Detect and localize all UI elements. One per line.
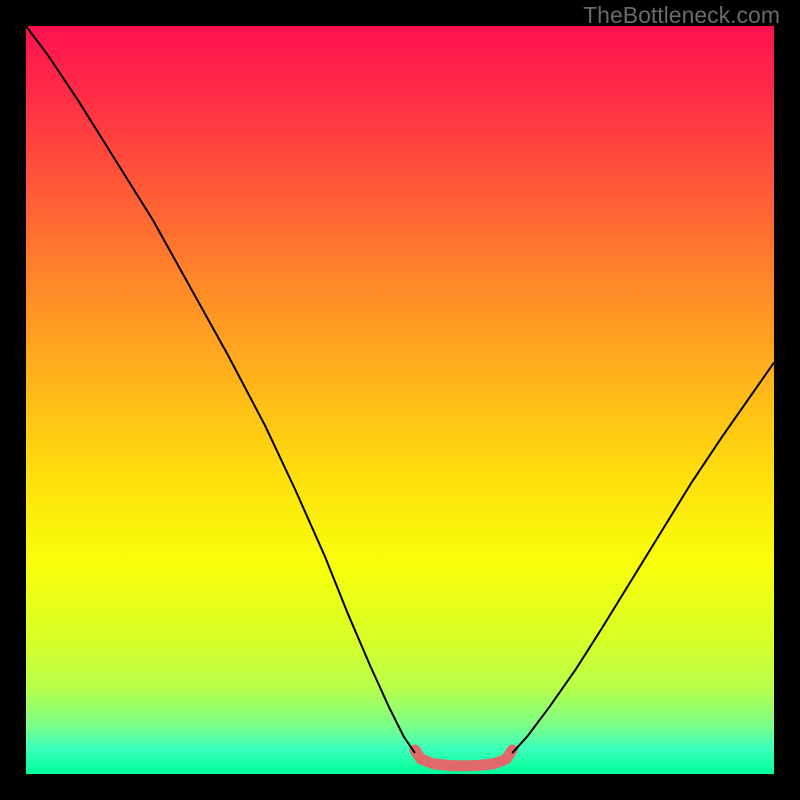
- plot-background: [26, 26, 774, 774]
- bottleneck-chart: [0, 0, 800, 800]
- chart-frame: TheBottleneck.com: [0, 0, 800, 800]
- watermark-text: TheBottleneck.com: [583, 2, 780, 29]
